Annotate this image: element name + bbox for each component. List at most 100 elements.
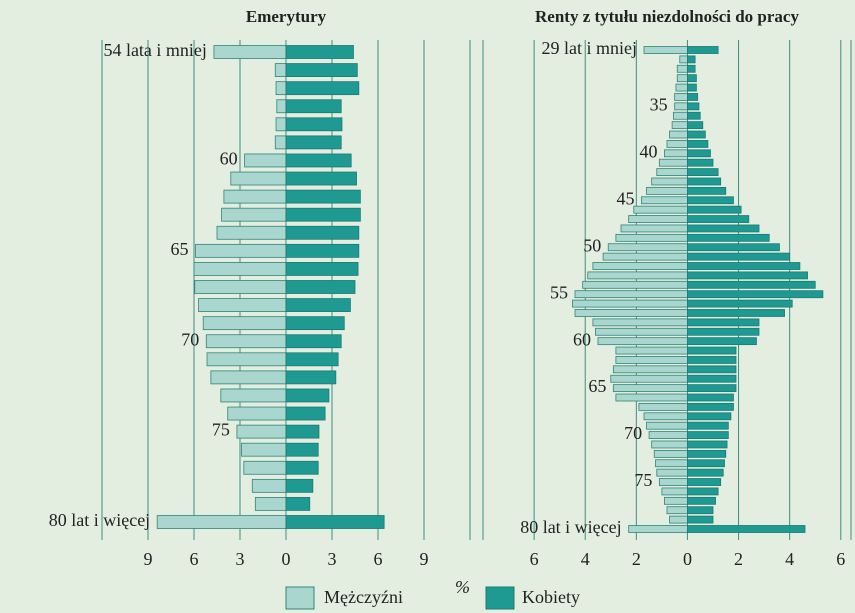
bar	[687, 346, 737, 355]
bar	[275, 117, 287, 132]
y-tick-label: 65	[588, 376, 606, 396]
bar	[236, 424, 287, 439]
bar	[216, 225, 287, 240]
bar	[687, 64, 696, 73]
bar	[615, 233, 688, 242]
bar	[687, 374, 737, 383]
y-tick-label: 35	[650, 94, 668, 114]
bar	[687, 130, 706, 139]
y-tick-label: 40	[639, 141, 657, 161]
bar	[285, 225, 360, 240]
y-tick-label: 55	[550, 282, 568, 302]
y-tick-label: 75	[634, 470, 652, 490]
bar	[205, 334, 287, 349]
bar	[651, 177, 688, 186]
bar	[612, 365, 688, 374]
bar	[672, 111, 688, 120]
bar	[206, 352, 287, 367]
bar	[620, 224, 688, 233]
bar	[676, 74, 688, 83]
x-tick-label: 6	[530, 549, 539, 569]
bar	[687, 280, 816, 289]
bar	[285, 207, 361, 222]
bar	[651, 440, 688, 449]
bar	[687, 356, 737, 364]
x-tick-label: 4	[581, 549, 590, 569]
bar	[687, 393, 734, 402]
x-tick-label: 0	[282, 549, 291, 569]
bar	[687, 102, 700, 111]
y-tick-label: 75	[212, 420, 230, 440]
x-tick-label: 9	[420, 549, 429, 569]
y-tick-label: 60	[573, 329, 591, 349]
bar	[675, 83, 688, 92]
bar	[687, 384, 737, 393]
bar	[687, 412, 732, 421]
bar	[610, 374, 688, 383]
bar	[687, 74, 697, 83]
bar	[687, 140, 709, 148]
bar	[285, 243, 360, 258]
bar	[156, 515, 287, 529]
x-tick-label: 2	[734, 549, 743, 569]
bar	[687, 449, 727, 458]
bar	[587, 271, 688, 280]
bar	[285, 334, 342, 349]
y-tick-label: 65	[171, 239, 189, 259]
y-tick-label: 70	[624, 423, 642, 443]
bar	[274, 135, 287, 150]
bar	[285, 153, 352, 168]
bar	[198, 298, 287, 312]
bar	[687, 243, 780, 252]
bar	[687, 55, 696, 64]
bar	[628, 215, 688, 223]
bar	[687, 421, 729, 430]
bar	[687, 149, 711, 158]
x-tick-label: 9	[144, 549, 153, 569]
bar	[655, 459, 688, 468]
bar	[643, 412, 688, 421]
bar	[285, 352, 339, 367]
y-tick-label: 45	[616, 188, 634, 208]
bar	[643, 46, 688, 54]
bar	[666, 140, 688, 148]
bar	[251, 478, 287, 493]
legend-label: Kobiety	[522, 587, 580, 607]
bar	[285, 81, 360, 96]
bar	[210, 370, 287, 385]
bar	[687, 487, 719, 496]
bar	[276, 99, 287, 114]
bar	[687, 309, 785, 317]
y-tick-label: 60	[220, 149, 238, 169]
bar	[687, 224, 760, 233]
bar	[285, 117, 343, 132]
bar	[638, 403, 688, 411]
bar	[275, 81, 287, 96]
chart-title: Renty z tytułu niezdolności do pracy	[535, 7, 799, 26]
bar	[687, 431, 729, 439]
bar	[193, 262, 287, 276]
bar	[687, 121, 704, 130]
bar	[574, 290, 688, 299]
bar	[687, 46, 719, 54]
bar	[285, 515, 385, 529]
x-tick-label: 6	[836, 549, 845, 569]
bar	[285, 135, 342, 150]
bar	[597, 337, 688, 346]
bar	[285, 298, 351, 312]
bar	[687, 468, 724, 477]
chart-title: Emerytury	[246, 7, 327, 26]
bar	[656, 168, 688, 176]
bar	[615, 393, 688, 402]
bar	[656, 468, 688, 477]
bar	[582, 280, 688, 289]
bar	[653, 449, 688, 458]
bar	[671, 121, 688, 130]
bar	[244, 153, 287, 168]
bar	[285, 388, 330, 403]
bar	[687, 168, 719, 176]
bar	[687, 215, 750, 223]
bar	[669, 130, 688, 139]
bar	[592, 318, 688, 327]
